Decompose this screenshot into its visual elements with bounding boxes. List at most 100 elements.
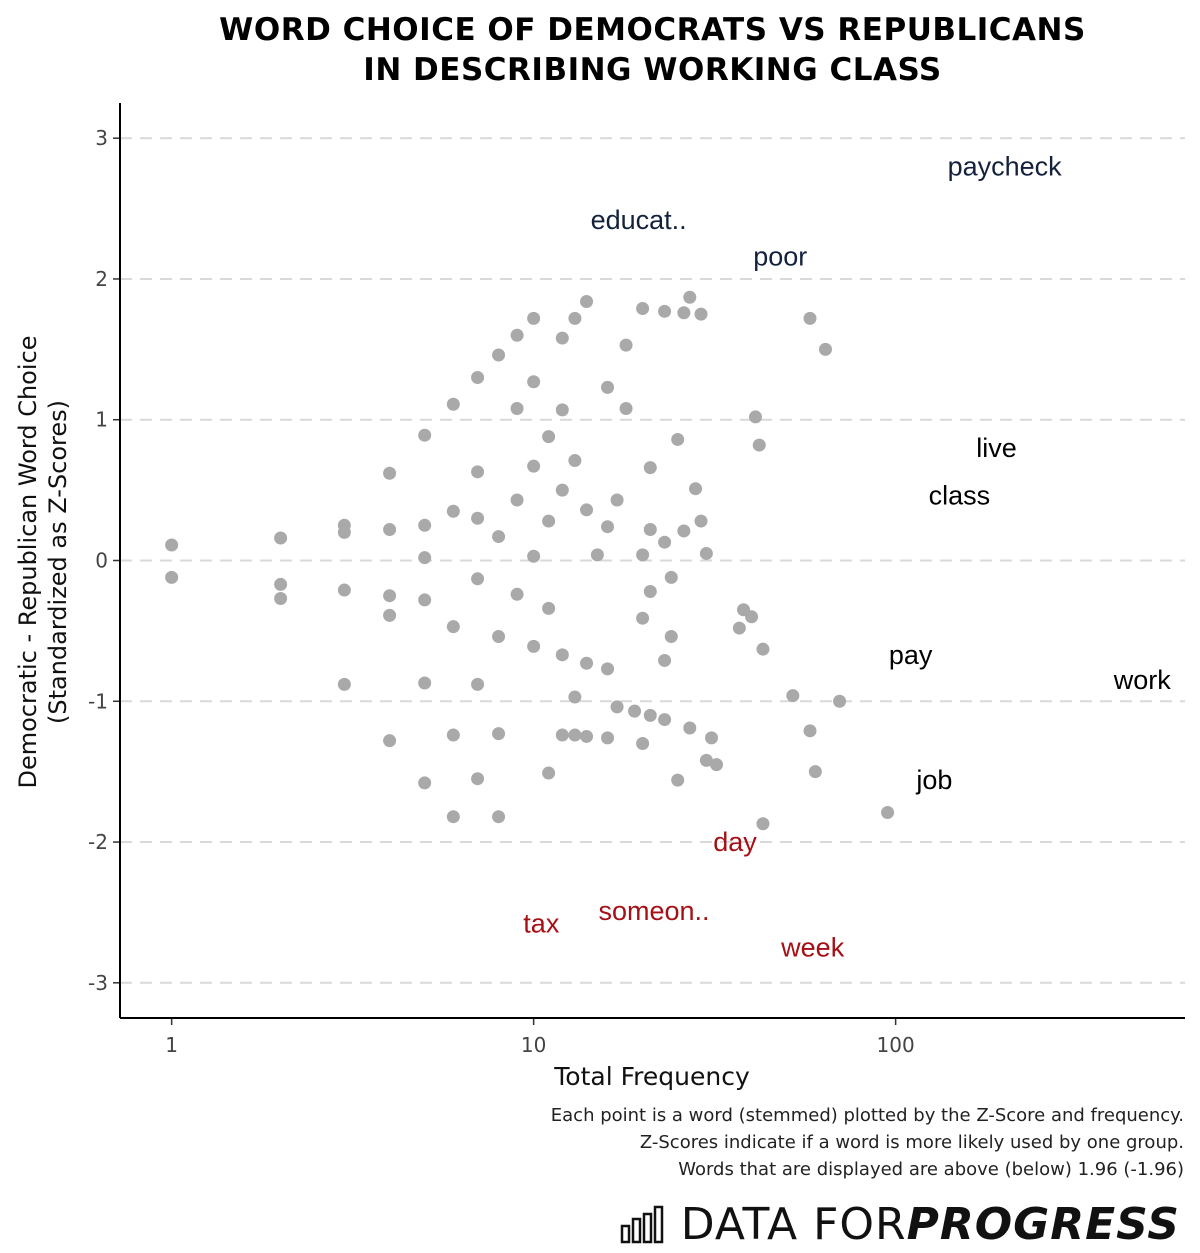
x-tick-label: 100 — [877, 1033, 915, 1057]
data-point — [671, 432, 685, 446]
gridlines — [120, 137, 1185, 984]
data-point — [643, 708, 657, 722]
data-point — [636, 302, 650, 316]
data-point — [446, 397, 460, 411]
data-point — [601, 662, 615, 676]
data-point — [510, 493, 524, 507]
data-point — [601, 731, 615, 745]
data-point — [527, 549, 541, 563]
data-point — [580, 656, 594, 670]
data-point — [492, 348, 506, 362]
word-label: class — [929, 481, 991, 511]
caption-line-2: Z-Scores indicate if a word is more like… — [639, 1132, 1184, 1153]
data-point — [418, 428, 432, 442]
x-tick-label: 1 — [165, 1033, 178, 1057]
chart-title-line-1: WORD CHOICE OF DEMOCRATS VS REPUBLICANS — [219, 12, 1086, 48]
data-point — [568, 690, 582, 704]
data-point — [803, 311, 817, 325]
y-tick-label: 3 — [95, 126, 108, 150]
data-point — [527, 375, 541, 389]
caption-line-3: Words that are displayed are above (belo… — [678, 1159, 1184, 1180]
axes — [113, 103, 1185, 1025]
brand-text-plain: DATA FOR — [680, 1198, 907, 1250]
x-tick-label: 10 — [521, 1033, 546, 1057]
data-point — [786, 689, 800, 703]
data-point — [471, 465, 485, 479]
x-axis-label: Total Frequency — [553, 1062, 750, 1091]
caption-line-1: Each point is a word (stemmed) plotted b… — [550, 1105, 1184, 1126]
data-point — [664, 630, 678, 644]
data-point — [418, 551, 432, 565]
data-point — [658, 713, 672, 727]
data-point — [510, 401, 524, 415]
data-point — [601, 380, 615, 394]
data-point — [568, 454, 582, 468]
data-point — [699, 753, 713, 767]
data-point — [383, 734, 397, 748]
data-point — [699, 546, 713, 560]
data-point — [527, 311, 541, 325]
data-point — [446, 620, 460, 634]
data-point — [683, 290, 697, 304]
data-point — [446, 504, 460, 518]
data-point — [705, 731, 719, 745]
data-point — [337, 525, 351, 539]
data-point — [542, 430, 556, 444]
data-point — [471, 677, 485, 691]
data-point — [337, 677, 351, 691]
data-point — [590, 548, 604, 562]
data-points — [165, 290, 895, 831]
data-point — [636, 611, 650, 625]
data-point — [542, 601, 556, 615]
data-point — [542, 514, 556, 528]
data-point — [492, 630, 506, 644]
word-label: educat.. — [591, 205, 687, 235]
data-point — [752, 438, 766, 452]
data-point — [446, 810, 460, 824]
data-point — [568, 311, 582, 325]
data-point — [756, 817, 770, 831]
data-point — [833, 694, 847, 708]
data-point — [418, 776, 432, 790]
data-point — [555, 331, 569, 345]
data-point — [165, 538, 179, 552]
chart-title-line-2: IN DESCRIBING WORKING CLASS — [363, 52, 942, 88]
data-point — [808, 765, 822, 779]
data-point — [492, 727, 506, 741]
data-point — [580, 294, 594, 308]
data-point — [446, 728, 460, 742]
data-point — [677, 306, 691, 320]
scatter-plot: paycheck educat.. poor live class pay work job d… — [14, 103, 1185, 1091]
word-label: job — [915, 765, 952, 795]
data-point — [664, 570, 678, 584]
data-point — [643, 461, 657, 475]
data-point — [555, 728, 569, 742]
data-point — [555, 483, 569, 497]
data-point — [683, 721, 697, 735]
caption: Each point is a word (stemmed) plotted b… — [551, 1102, 1184, 1183]
data-point — [492, 530, 506, 544]
data-point — [555, 648, 569, 662]
word-label: tax — [523, 909, 560, 939]
data-point — [471, 572, 485, 586]
data-point — [658, 304, 672, 318]
data-point — [643, 523, 657, 537]
word-labels: paycheck educat.. poor live class pay work job d… — [523, 151, 1171, 962]
data-point — [383, 608, 397, 622]
data-point — [418, 518, 432, 532]
data-point — [619, 338, 633, 352]
data-point — [274, 531, 288, 545]
y-tick-label: -2 — [88, 830, 108, 854]
word-label: pay — [889, 640, 933, 670]
data-point — [619, 401, 633, 415]
data-point — [818, 342, 832, 356]
data-point — [694, 307, 708, 321]
data-point — [383, 466, 397, 480]
data-point — [732, 621, 746, 635]
y-tick-label: -3 — [88, 971, 108, 995]
data-point — [492, 810, 506, 824]
data-point — [689, 482, 703, 496]
data-point — [471, 511, 485, 525]
data-point — [610, 493, 624, 507]
y-axis-label-line-1: Democratic - Republican Word Choice — [14, 336, 42, 789]
